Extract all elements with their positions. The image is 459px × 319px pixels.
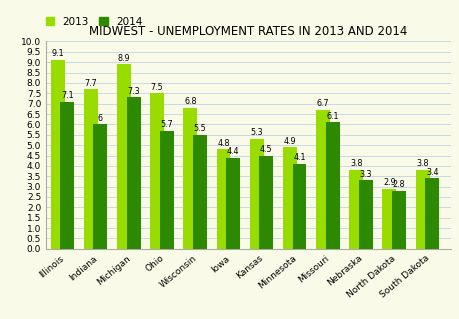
Bar — [292, 164, 306, 249]
Text: 7.1: 7.1 — [61, 91, 73, 100]
Bar — [183, 108, 197, 249]
Bar — [424, 178, 438, 249]
Text: 5.7: 5.7 — [160, 120, 173, 129]
Bar — [50, 60, 64, 249]
Bar — [415, 170, 429, 249]
Text: 6: 6 — [98, 114, 103, 123]
Text: 8.9: 8.9 — [118, 54, 130, 63]
Text: 4.1: 4.1 — [292, 153, 305, 162]
Text: 5.5: 5.5 — [193, 124, 206, 133]
Bar — [325, 122, 339, 249]
Text: 2.9: 2.9 — [382, 178, 395, 187]
Bar — [348, 170, 363, 249]
Text: 3.3: 3.3 — [359, 170, 371, 179]
Text: 7.3: 7.3 — [127, 87, 140, 96]
Bar — [93, 124, 107, 249]
Bar — [391, 191, 405, 249]
Text: 6.7: 6.7 — [316, 99, 329, 108]
Bar — [117, 64, 131, 249]
Bar — [249, 139, 263, 249]
Text: 3.8: 3.8 — [349, 160, 362, 168]
Bar — [159, 131, 174, 249]
Text: 5.3: 5.3 — [250, 128, 263, 137]
Text: 6.1: 6.1 — [326, 112, 338, 121]
Text: 4.8: 4.8 — [217, 139, 229, 148]
Legend: 2013, 2014: 2013, 2014 — [46, 17, 142, 26]
Bar — [126, 98, 140, 249]
Bar — [216, 149, 230, 249]
Text: 4.9: 4.9 — [283, 137, 296, 145]
Text: 3.4: 3.4 — [425, 168, 437, 177]
Text: 4.5: 4.5 — [259, 145, 272, 154]
Text: 2.8: 2.8 — [392, 180, 404, 189]
Bar — [315, 110, 329, 249]
Text: 9.1: 9.1 — [51, 49, 64, 58]
Bar — [381, 189, 396, 249]
Text: 4.4: 4.4 — [226, 147, 239, 156]
Bar — [60, 102, 74, 249]
Text: 6.8: 6.8 — [184, 97, 196, 106]
Bar — [358, 181, 372, 249]
Text: 7.5: 7.5 — [151, 83, 163, 92]
Bar — [226, 158, 240, 249]
Bar — [193, 135, 207, 249]
Title: MIDWEST - UNEMPLOYMENT RATES IN 2013 AND 2014: MIDWEST - UNEMPLOYMENT RATES IN 2013 AND… — [89, 25, 407, 38]
Bar — [150, 93, 164, 249]
Bar — [84, 89, 98, 249]
Text: 3.8: 3.8 — [415, 160, 428, 168]
Bar — [282, 147, 296, 249]
Bar — [259, 155, 273, 249]
Text: 7.7: 7.7 — [84, 78, 97, 87]
